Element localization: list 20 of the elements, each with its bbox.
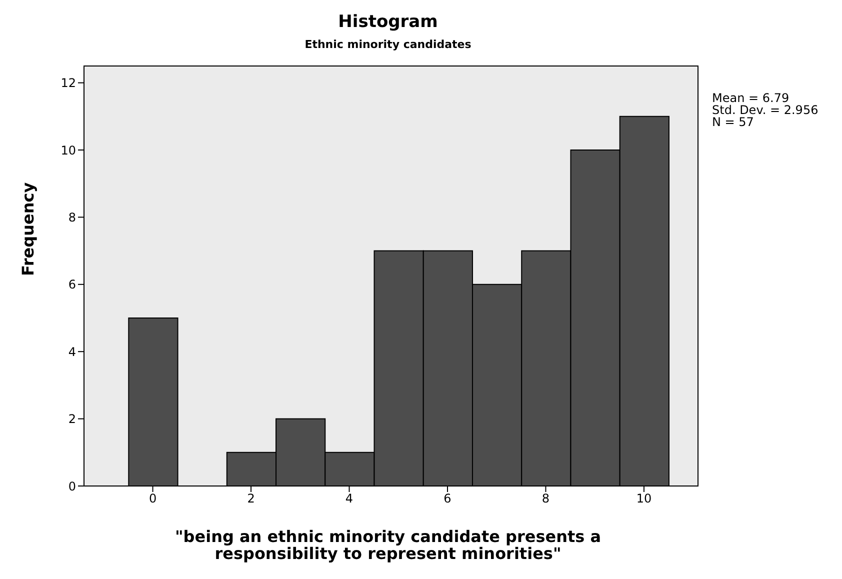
- chart-title: Histogram: [337, 12, 439, 32]
- y-tick-label: 0: [68, 479, 76, 494]
- text: N = 57: [712, 115, 755, 129]
- y-tick-label: 4: [68, 344, 76, 359]
- text: Std. Dev. = 2.956: [712, 103, 818, 117]
- x-tick-label: 0: [148, 492, 157, 506]
- chart-subtitle: Ethnic minority candidates: [304, 38, 472, 51]
- y-tick-label: 6: [68, 278, 76, 292]
- x-tick-label: 6: [444, 492, 452, 506]
- y-axis-title: Frequency: [18, 182, 38, 276]
- x-tick-label: 10: [636, 492, 652, 506]
- x-tick-label: 2: [247, 492, 255, 506]
- x-tick-label: 4: [345, 492, 354, 506]
- y-tick-label: 2: [68, 412, 76, 426]
- x-axis-title: "being an ethnic minority candidate presents a responsibility to represent minorities": [174, 527, 602, 563]
- x-tick-label: 8: [542, 492, 550, 506]
- y-tick-label: 10: [60, 143, 76, 158]
- y-tick-label: 12: [60, 76, 76, 90]
- text: Mean = 6.79: [712, 91, 790, 105]
- y-tick-label: 8: [68, 210, 76, 224]
